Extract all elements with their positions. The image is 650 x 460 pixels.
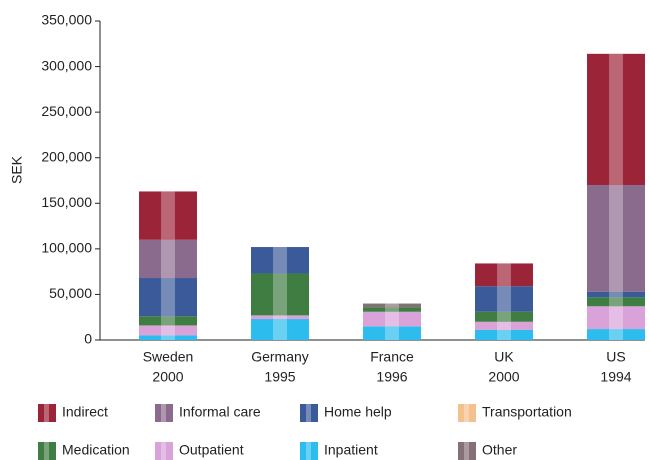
legend-label: Home help <box>324 404 392 420</box>
bar-segment <box>251 273 309 316</box>
legend-swatch-highlight <box>306 442 311 460</box>
bar-segment <box>475 286 533 312</box>
legend-swatch-highlight <box>161 404 166 422</box>
bar-segment <box>139 278 197 317</box>
bar-highlight <box>497 321 511 330</box>
x-tick-label: 1995 <box>264 369 295 385</box>
bar-highlight <box>609 53 623 186</box>
x-tick-label: Sweden <box>143 349 194 365</box>
bar-highlight <box>273 319 287 340</box>
legend-label: Transportation <box>482 404 572 420</box>
bar-highlight <box>497 263 511 287</box>
legend-label: Informal care <box>179 404 261 420</box>
y-tick-label: 150,000 <box>41 194 92 210</box>
legend-swatch-highlight <box>464 404 469 422</box>
bar-highlight <box>161 325 175 336</box>
x-tick-label: 1996 <box>376 369 407 385</box>
bar-highlight <box>385 303 399 308</box>
legend-swatch-highlight <box>306 404 311 422</box>
bar-segment <box>363 303 421 308</box>
bar-highlight <box>497 311 511 322</box>
bar-segment <box>587 53 645 186</box>
bar-segment <box>363 326 421 340</box>
bar-segment <box>139 325 197 336</box>
legend-swatch <box>300 404 318 422</box>
bar-highlight <box>497 329 511 340</box>
bar-highlight <box>385 311 399 327</box>
legend-swatch <box>38 442 56 460</box>
bar-highlight <box>161 191 175 240</box>
bar-segment <box>587 329 645 340</box>
bar-segment <box>251 315 309 320</box>
bar-highlight <box>609 291 623 298</box>
legend-swatch <box>155 442 173 460</box>
y-axis-title: SEK <box>9 155 25 184</box>
bar-segment <box>475 321 533 330</box>
bar-highlight <box>273 273 287 316</box>
bar-highlight <box>385 326 399 340</box>
bar-highlight <box>609 306 623 330</box>
legend-label: Outpatient <box>179 442 244 458</box>
bar-highlight <box>161 316 175 326</box>
bar-segment <box>587 306 645 330</box>
legend-label: Other <box>482 442 517 458</box>
y-tick-label: 50,000 <box>49 285 92 301</box>
bar-highlight <box>273 247 287 274</box>
legend-label: Inpatient <box>324 442 378 458</box>
x-tick-label: UK <box>494 349 514 365</box>
bar-segment <box>251 247 309 274</box>
bar-highlight <box>161 335 175 340</box>
x-tick-label: 1994 <box>600 369 631 385</box>
bar-highlight <box>609 297 623 307</box>
x-tick-label: France <box>370 349 414 365</box>
legend-swatch-highlight <box>464 442 469 460</box>
legend-swatch <box>458 404 476 422</box>
bar-segment <box>475 263 533 287</box>
legend-swatch <box>458 442 476 460</box>
x-tick-label: 2000 <box>152 369 183 385</box>
bar-segment <box>139 191 197 240</box>
bar-segment <box>587 297 645 307</box>
x-tick-label: Germany <box>251 349 309 365</box>
legend-label: Indirect <box>62 404 108 420</box>
y-tick-label: 100,000 <box>41 240 92 256</box>
bar-highlight <box>385 307 399 312</box>
legend-swatch-highlight <box>161 442 166 460</box>
legend-swatch-highlight <box>44 442 49 460</box>
bar-segment <box>475 311 533 322</box>
y-tick-label: 350,000 <box>41 12 92 28</box>
bar-highlight <box>273 315 287 320</box>
bar-segment <box>363 307 421 312</box>
x-tick-label: 2000 <box>488 369 519 385</box>
bar-segment <box>139 335 197 340</box>
y-tick-label: 0 <box>84 331 92 347</box>
bar-segment <box>587 185 645 292</box>
bar-segment <box>363 311 421 327</box>
bar-segment <box>587 291 645 298</box>
legend-swatch <box>300 442 318 460</box>
y-tick-label: 250,000 <box>41 103 92 119</box>
bar-segment <box>251 319 309 340</box>
bar-segment <box>475 329 533 340</box>
y-tick-label: 300,000 <box>41 57 92 73</box>
bar-highlight <box>497 286 511 312</box>
legend-swatch-highlight <box>44 404 49 422</box>
bar-highlight <box>609 185 623 292</box>
bar-highlight <box>161 278 175 317</box>
bar-segment <box>139 316 197 326</box>
y-tick-label: 200,000 <box>41 148 92 164</box>
bar-segment <box>139 239 197 279</box>
legend-swatch <box>38 404 56 422</box>
x-tick-label: US <box>606 349 625 365</box>
legend-label: Medication <box>62 442 130 458</box>
bar-highlight <box>609 329 623 340</box>
bar-highlight <box>161 239 175 279</box>
legend-swatch <box>155 404 173 422</box>
